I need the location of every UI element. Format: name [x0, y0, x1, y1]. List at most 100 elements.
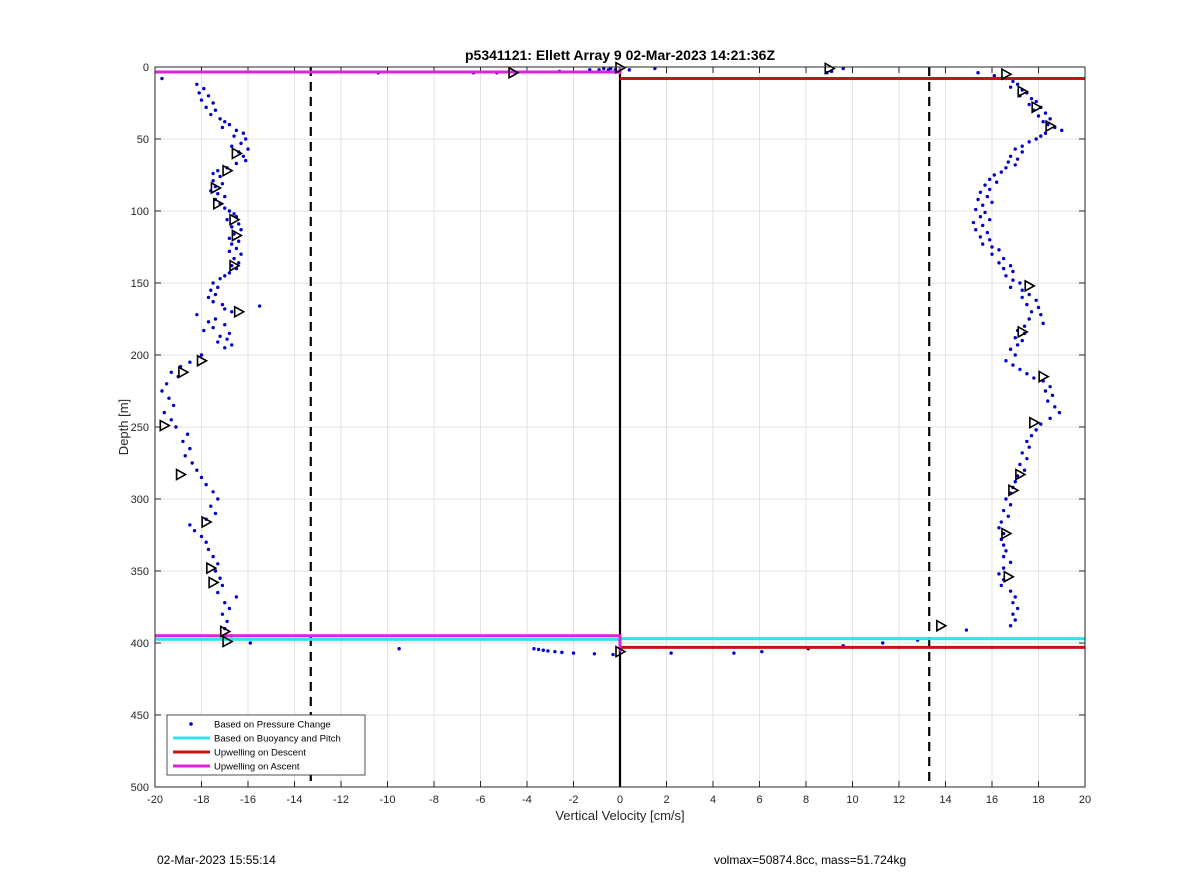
pressure-change-point: [232, 134, 236, 138]
pressure-change-point: [990, 245, 994, 249]
x-tick-label: 18: [1032, 794, 1044, 806]
pressure-change-point: [1034, 298, 1038, 302]
pressure-change-point: [181, 439, 185, 444]
triangle-marker: [1015, 468, 1027, 481]
pressure-change-point: [653, 66, 657, 71]
pressure-change-point: [1006, 160, 1010, 164]
pressure-change-point: [257, 304, 262, 308]
x-tick-label: -10: [380, 794, 396, 806]
pressure-change-point: [1011, 278, 1015, 282]
pressure-change-point: [1032, 376, 1036, 380]
y-tick-label: 500: [131, 782, 149, 794]
pressure-change-point: [230, 242, 234, 246]
pressure-change-point: [209, 112, 213, 117]
pressure-change-point: [220, 302, 225, 307]
pressure-change-point: [1039, 134, 1043, 138]
pressure-change-point: [997, 526, 1001, 530]
pressure-change-point: [234, 161, 239, 166]
pressure-change-point: [223, 600, 227, 605]
footer-volmax-mass: volmax=50874.8cc, mass=51.724kg: [714, 853, 907, 867]
pressure-change-point: [225, 337, 229, 341]
pressure-change-point: [234, 128, 239, 133]
pressure-change-point: [1001, 554, 1006, 559]
legend-label: Upwelling on Ascent: [214, 762, 300, 773]
triangle-marker: [1001, 527, 1013, 540]
pressure-change-point: [1046, 399, 1050, 403]
pressure-change-point: [239, 228, 243, 232]
pressure-change-point: [223, 307, 227, 311]
pressure-change-point: [992, 73, 997, 78]
pressure-change-point: [981, 203, 985, 207]
triangle-marker: [1003, 570, 1015, 584]
pressure-change-point: [602, 66, 606, 71]
pressure-change-point: [223, 323, 227, 327]
pressure-change-point: [978, 215, 983, 219]
pressure-change-point: [669, 651, 673, 655]
pressure-change-point: [1020, 338, 1024, 343]
pressure-change-point: [211, 179, 215, 183]
pressure-change-point: [985, 230, 990, 235]
pressure-change-point: [1029, 96, 1034, 101]
pressure-change-point: [237, 261, 241, 265]
pressure-change-point: [188, 523, 192, 527]
pressure-change-point: [204, 105, 208, 110]
pressure-change-point: [225, 217, 229, 222]
x-tick-label: 4: [710, 794, 716, 806]
pressure-change-point: [1053, 405, 1057, 409]
pressure-change-point: [1013, 336, 1017, 340]
pressure-change-point: [1015, 606, 1020, 611]
pressure-change-point: [974, 228, 978, 232]
triangle-marker: [824, 62, 836, 75]
pressure-change-point: [216, 192, 220, 196]
pressure-change-point: [1043, 389, 1048, 393]
pressure-change-point: [232, 256, 236, 261]
triangle-marker: [210, 181, 223, 195]
pressure-change-point: [216, 562, 220, 566]
pressure-change-point: [202, 86, 206, 91]
pressure-change-point: [987, 217, 992, 222]
pressure-change-point: [241, 154, 246, 158]
footer-timestamp: 02-Mar-2023 15:55:14: [157, 853, 276, 867]
pressure-change-point: [983, 210, 987, 215]
pressure-change-point: [192, 528, 197, 533]
triangle-marker: [508, 66, 520, 80]
pressure-change-point: [216, 590, 220, 595]
pressure-change-point: [997, 572, 1001, 576]
pressure-change-point: [216, 168, 220, 173]
pressure-change-point: [169, 418, 173, 422]
pressure-change-point: [1008, 347, 1013, 351]
pressure-change-point: [167, 396, 171, 400]
y-axis-label: Depth [m]: [116, 399, 131, 455]
pressure-change-point: [1034, 137, 1038, 141]
pressure-change-point: [1048, 384, 1052, 389]
pressure-change-point: [174, 425, 178, 429]
pressure-change-point: [1020, 451, 1024, 455]
pressure-change-point: [1036, 114, 1041, 118]
pressure-change-point: [611, 652, 615, 657]
pressure-change-point: [227, 331, 232, 336]
pressure-change-point: [185, 432, 190, 436]
pressure-change-point: [397, 647, 401, 651]
pressure-change-point: [1046, 122, 1050, 127]
pressure-change-point: [1027, 102, 1031, 107]
pressure-change-point: [199, 353, 204, 357]
x-tick-label: 10: [846, 794, 858, 806]
pressure-change-point: [1048, 416, 1052, 421]
x-tick-label: 20: [1079, 794, 1091, 806]
pressure-change-point: [227, 249, 232, 254]
pressure-change-point: [1022, 468, 1027, 472]
pressure-change-point: [1008, 624, 1013, 628]
pressure-change-point: [204, 540, 208, 544]
pressure-change-point: [206, 547, 211, 552]
triangle-marker: [159, 419, 171, 432]
pressure-change-point: [211, 171, 215, 176]
pressure-change-point: [1020, 288, 1024, 292]
pressure-change-point: [1015, 474, 1020, 478]
pressure-change-point: [239, 252, 243, 256]
pressure-change-point: [1008, 154, 1013, 158]
pressure-change-point: [1060, 128, 1064, 133]
triangle-marker: [1017, 85, 1029, 98]
pressure-change-point: [1027, 445, 1031, 449]
pressure-change-point: [234, 595, 239, 599]
